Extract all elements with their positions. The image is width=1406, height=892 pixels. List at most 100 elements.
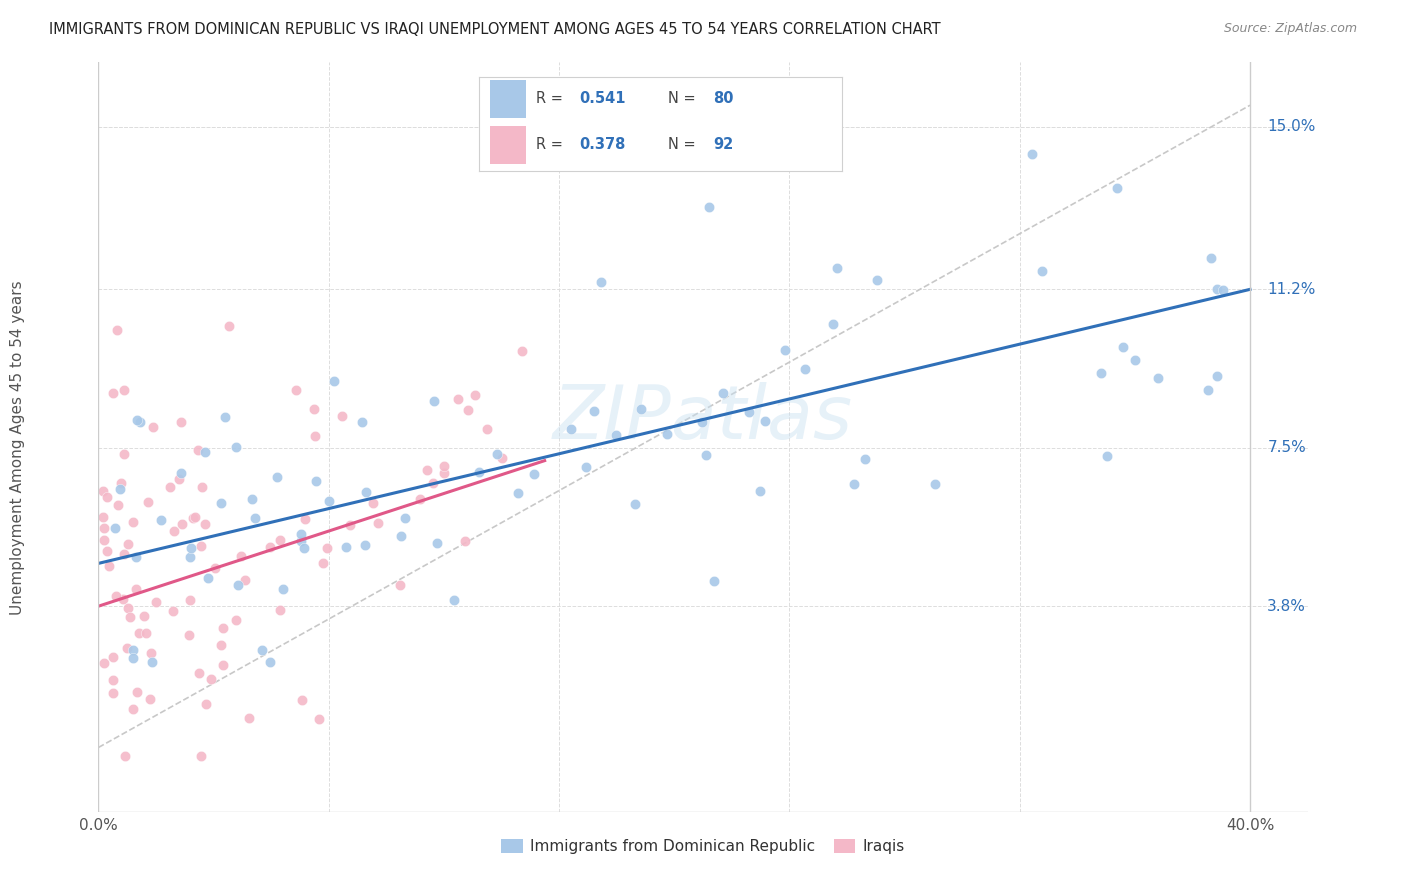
Point (204, 560, 226, 574)
Point (823, 317, 845, 331)
Point (110, 475, 132, 490)
Point (285, 383, 308, 397)
Point (354, 484, 377, 499)
Point (523, 467, 546, 481)
Text: ZIPatlas: ZIPatlas (553, 382, 853, 454)
Point (103, 686, 125, 700)
Point (229, 549, 252, 563)
Point (318, 494, 340, 508)
Point (361, 496, 384, 510)
Point (238, 711, 260, 725)
Point (302, 401, 325, 416)
Point (394, 511, 416, 525)
Point (194, 697, 217, 711)
Point (112, 547, 135, 561)
Point (754, 414, 776, 428)
Point (177, 628, 200, 642)
Point (422, 393, 444, 408)
Point (141, 655, 163, 669)
Point (266, 470, 288, 484)
Point (486, 446, 509, 460)
Point (308, 712, 330, 726)
Point (353, 538, 375, 552)
Point (225, 613, 247, 627)
Point (104, 521, 127, 535)
Point (738, 404, 761, 418)
Point (339, 517, 361, 532)
Point (96, 543, 118, 558)
Point (457, 403, 479, 417)
Text: 15.0%: 15.0% (1267, 120, 1316, 134)
Point (924, 477, 946, 491)
Point (259, 540, 281, 554)
Point (432, 458, 454, 473)
Point (190, 539, 212, 553)
Point (269, 533, 291, 547)
Point (101, 385, 124, 400)
Text: Unemployment Among Ages 45 to 54 years: Unemployment Among Ages 45 to 54 years (10, 280, 25, 615)
Point (122, 650, 145, 665)
Point (110, 482, 132, 496)
Point (1090, 366, 1112, 380)
Point (1199, 251, 1222, 265)
Point (825, 260, 848, 275)
Point (623, 498, 645, 512)
Point (186, 443, 208, 458)
Point (142, 419, 165, 434)
Point (184, 509, 207, 524)
Point (114, 447, 136, 461)
Point (193, 445, 215, 459)
Point (107, 498, 129, 512)
Point (1105, 181, 1128, 195)
Point (294, 511, 316, 525)
Point (122, 701, 145, 715)
Point (1212, 283, 1234, 297)
Point (115, 640, 138, 655)
Point (250, 642, 273, 657)
Point (190, 749, 212, 764)
Point (630, 401, 652, 416)
Point (96, 490, 118, 504)
Point (170, 467, 193, 481)
Point (695, 448, 717, 462)
Point (209, 639, 232, 653)
Point (240, 491, 263, 506)
Point (447, 392, 470, 406)
Point (145, 595, 167, 609)
Point (1021, 146, 1043, 161)
Point (214, 410, 236, 425)
Legend: Immigrants from Dominican Republic, Iraqis: Immigrants from Dominican Republic, Iraq… (495, 832, 911, 860)
Point (170, 415, 193, 429)
Point (150, 513, 173, 527)
Text: Source: ZipAtlas.com: Source: ZipAtlas.com (1223, 22, 1357, 36)
Point (335, 541, 357, 555)
Point (209, 496, 232, 510)
Point (141, 646, 163, 660)
Point (575, 460, 598, 475)
Point (180, 541, 202, 555)
Point (655, 427, 678, 442)
Point (510, 343, 533, 358)
Point (101, 649, 124, 664)
Text: 0.0%: 0.0% (79, 818, 118, 833)
Point (271, 582, 294, 596)
Point (212, 658, 235, 673)
Point (125, 684, 148, 698)
Point (1206, 368, 1229, 383)
Text: 11.2%: 11.2% (1267, 282, 1316, 297)
Point (120, 610, 142, 624)
Point (136, 495, 159, 509)
Point (468, 466, 491, 480)
Point (454, 534, 477, 549)
Point (508, 485, 530, 500)
Point (139, 692, 162, 706)
Point (101, 673, 124, 687)
Point (179, 593, 201, 607)
Point (129, 415, 152, 429)
Point (690, 415, 713, 429)
Point (212, 621, 235, 635)
Point (711, 385, 734, 400)
Point (330, 409, 353, 423)
Point (225, 440, 247, 454)
Point (323, 374, 346, 388)
